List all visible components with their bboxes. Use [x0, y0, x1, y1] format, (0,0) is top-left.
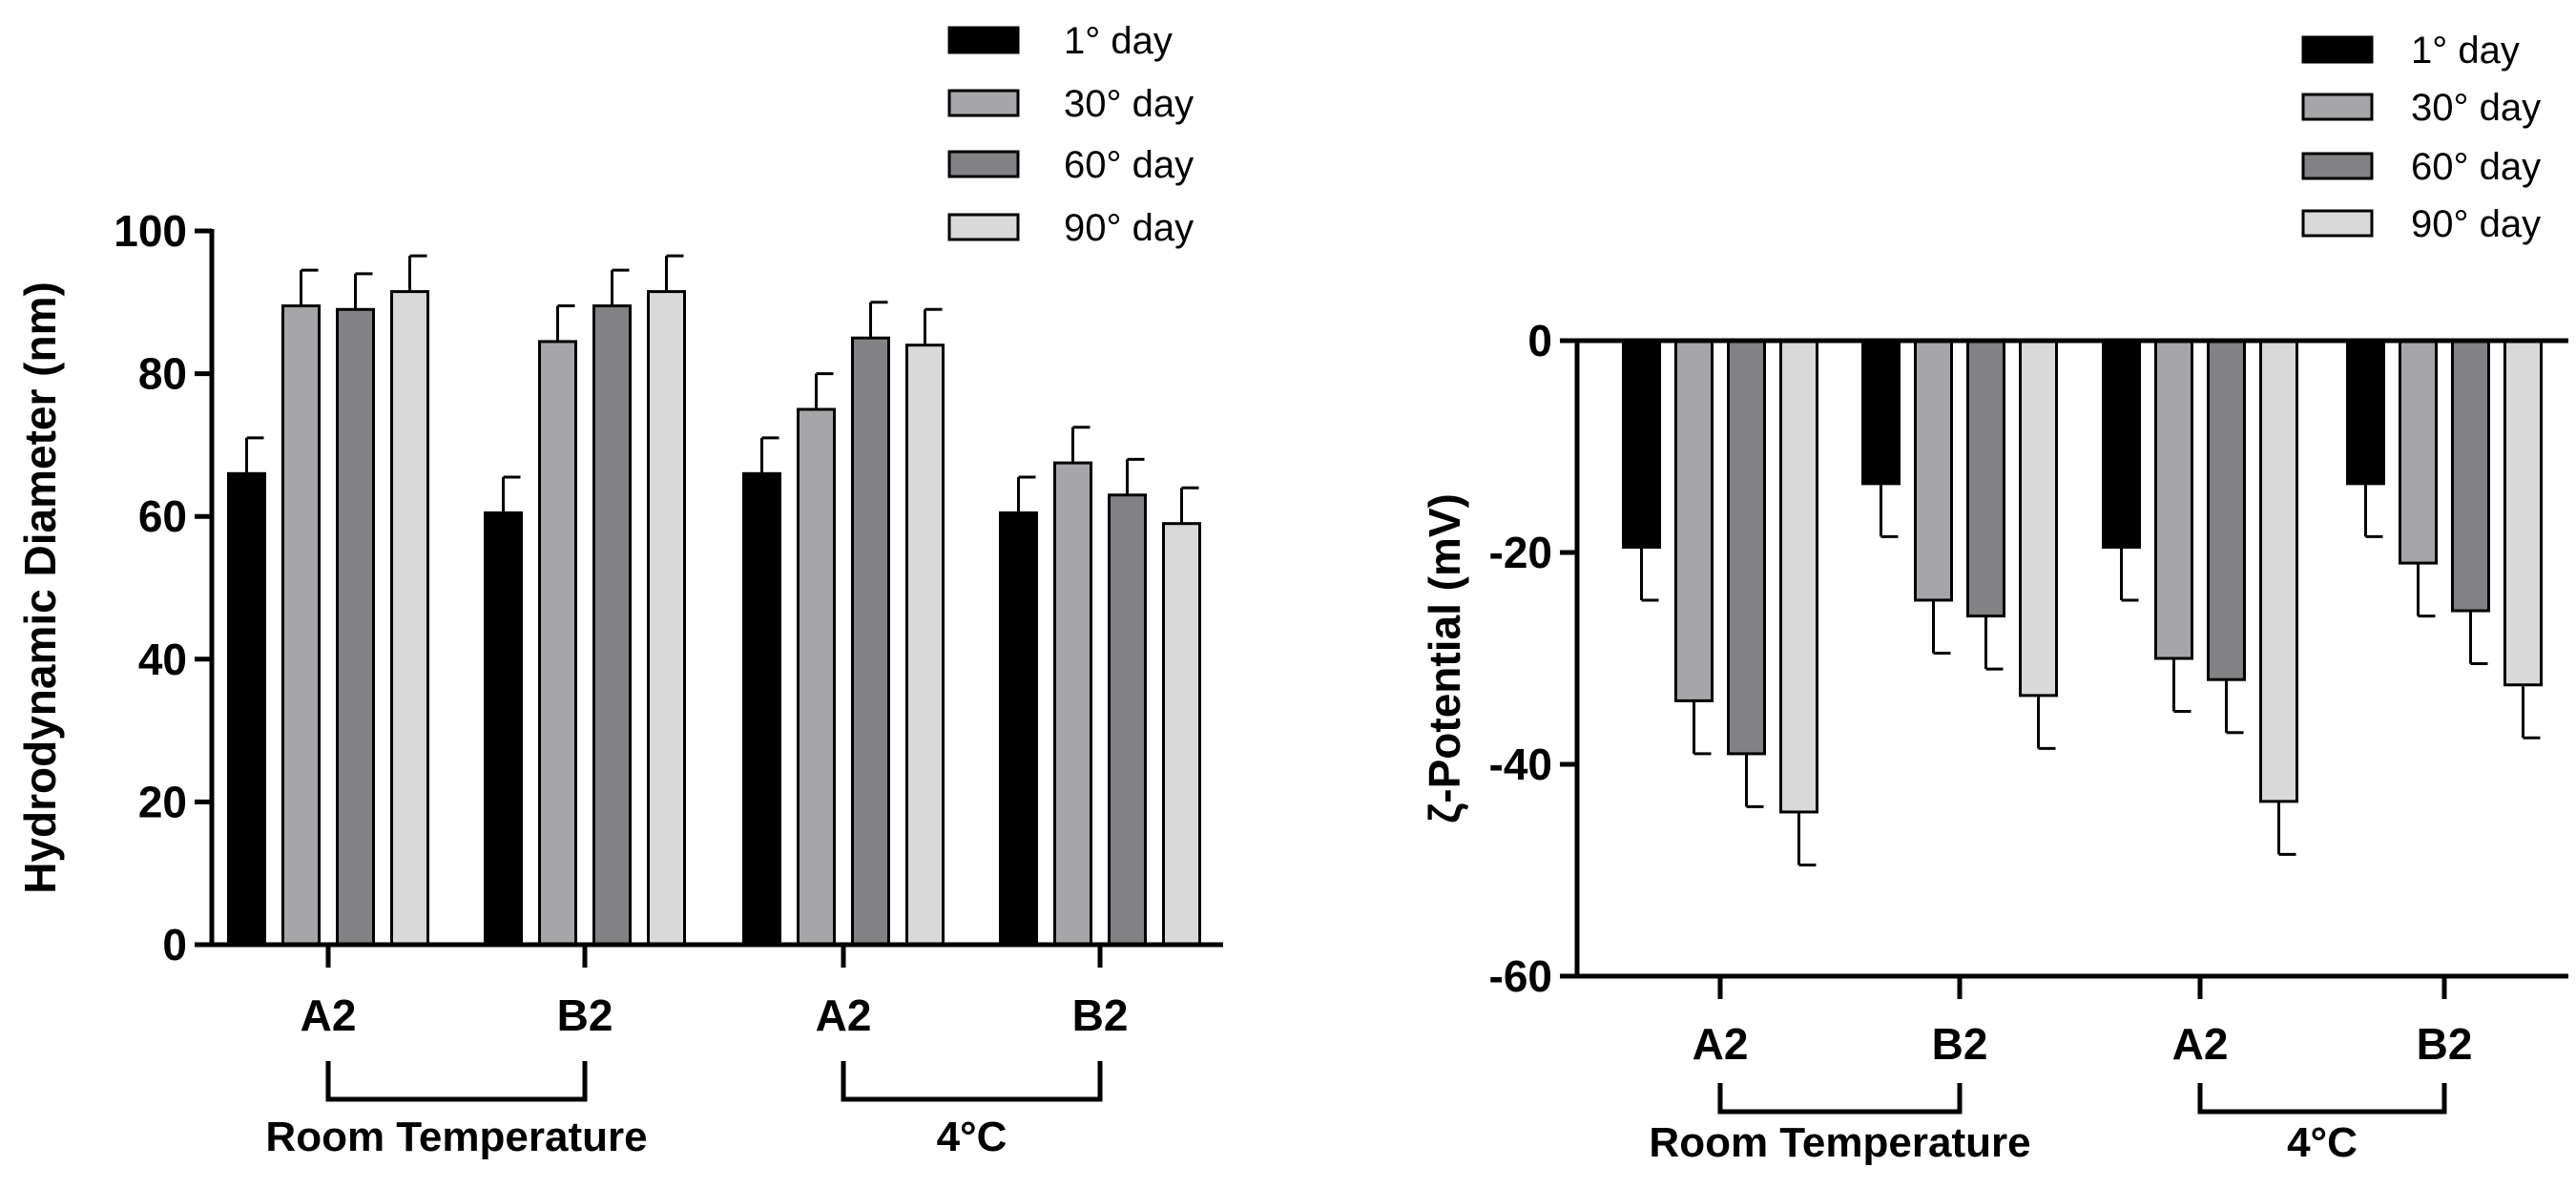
y-tick-label: -40	[1489, 740, 1552, 789]
bar	[647, 290, 686, 947]
legend-swatch	[947, 26, 1020, 54]
bar	[1861, 339, 1901, 486]
y-tick-label: 40	[138, 635, 187, 684]
legend-label: 1° day	[2411, 30, 2520, 72]
bar	[851, 336, 890, 947]
y-axis-title: ζ-Potential (mV)	[1420, 493, 1469, 823]
legend-swatch	[947, 150, 1020, 178]
bar	[1727, 339, 1766, 756]
bar	[2451, 339, 2490, 613]
legend-label: 60° day	[1064, 144, 1194, 186]
bar	[484, 511, 523, 947]
bar	[1053, 461, 1092, 947]
group-bracket	[2197, 1083, 2447, 1115]
bar	[281, 304, 321, 947]
hydrodynamic-diameter-chart: 0 20 40 60 80 100 Hydrodynamic Diameter (nm) A2…	[15, 20, 1223, 1160]
bar	[390, 290, 429, 947]
legend-label: 60° day	[2411, 146, 2541, 188]
y-tick-label: 80	[138, 349, 187, 399]
bar	[2102, 339, 2141, 549]
bar	[1779, 339, 1818, 814]
bar	[2207, 339, 2246, 681]
bar	[1966, 339, 2005, 618]
category-label: B2	[1932, 1019, 1988, 1069]
category-label: B2	[557, 990, 613, 1040]
legend-label: 30° day	[2411, 87, 2541, 129]
bar	[1914, 339, 1953, 602]
bar	[227, 471, 266, 947]
legend-label: 1° day	[1064, 20, 1173, 62]
y-tick-label: 20	[138, 777, 187, 826]
y-tick-label: 60	[138, 491, 187, 541]
category-label: B2	[2417, 1019, 2473, 1069]
group-bracket	[1717, 1083, 1963, 1115]
y-tick-label: -60	[1489, 951, 1552, 1001]
bar	[1162, 522, 1201, 947]
category-label: A2	[1693, 1019, 1749, 1069]
category-label: A2	[301, 990, 357, 1040]
legend-swatch	[2301, 209, 2374, 238]
bar	[538, 340, 577, 947]
group-bracket	[841, 1061, 1103, 1102]
bar	[2154, 339, 2193, 660]
bar	[1108, 493, 1147, 947]
legend-label: 90° day	[1064, 207, 1194, 249]
bar	[2259, 339, 2298, 803]
bar	[2019, 339, 2058, 698]
bar	[2399, 339, 2438, 565]
legend-swatch	[2301, 152, 2374, 180]
y-axis-title: Hydrodynamic Diameter (nm)	[15, 281, 65, 894]
y-tick-label: 0	[162, 920, 187, 969]
group-label: Room Temperature	[1649, 1119, 2030, 1166]
legend-label: 30° day	[1064, 83, 1194, 125]
group-label: 4°C	[937, 1114, 1008, 1160]
category-label: A2	[2172, 1019, 2229, 1069]
bar	[336, 307, 375, 947]
bar	[999, 511, 1038, 947]
bar	[2503, 339, 2543, 687]
legend-swatch	[947, 213, 1020, 241]
category-label: A2	[816, 990, 872, 1040]
group-label: Room Temperature	[265, 1114, 647, 1160]
legend-swatch	[2301, 35, 2374, 64]
bar	[797, 407, 836, 947]
group-bracket	[325, 1061, 588, 1102]
zeta-potential-chart: 0 -20 -40 -60 ζ-Potential (mV) A2 B2 A2 B2 Room T…	[1420, 30, 2568, 1166]
category-label: B2	[1072, 990, 1129, 1040]
y-tick-label: 0	[1527, 316, 1552, 365]
y-tick-label: -20	[1489, 528, 1552, 577]
bar	[742, 471, 781, 947]
legend-swatch	[2301, 93, 2374, 121]
legend-swatch	[947, 89, 1020, 117]
bar	[2346, 339, 2385, 486]
bar	[1622, 339, 1661, 549]
bar	[1674, 339, 1714, 702]
group-label: 4°C	[2287, 1119, 2358, 1166]
bar	[592, 304, 632, 947]
y-tick-label: 100	[114, 206, 187, 256]
legend-label: 90° day	[2411, 203, 2541, 245]
bar	[905, 344, 945, 947]
